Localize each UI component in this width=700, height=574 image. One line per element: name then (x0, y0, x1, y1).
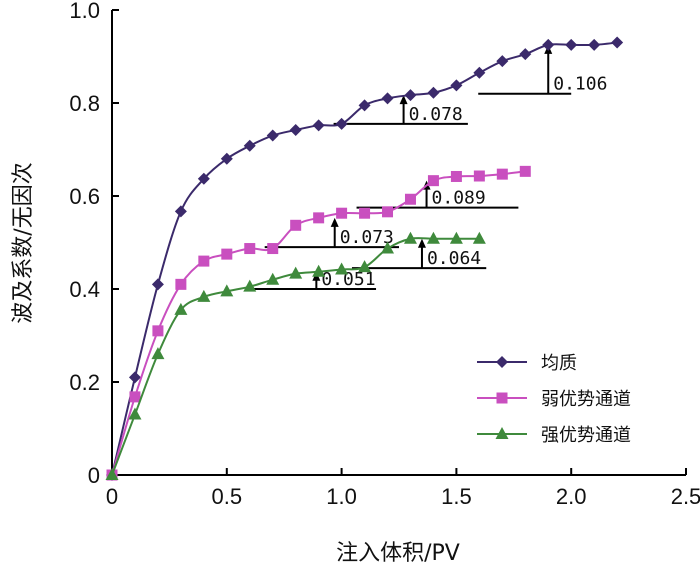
annotation-label: 0.078 (409, 104, 463, 125)
data-point (105, 468, 119, 480)
data-point (335, 262, 349, 275)
x-axis-title: 注入体积/PV (336, 541, 460, 566)
data-point (381, 241, 395, 254)
series-0 (106, 36, 624, 481)
legend-label-1: 弱优势通道 (541, 389, 631, 410)
annotation-arrowhead (330, 217, 339, 227)
data-point (175, 278, 187, 290)
annotation-label: 0.106 (553, 74, 607, 95)
data-point (588, 38, 601, 51)
data-point (312, 119, 325, 132)
y-tick-label: 0.4 (69, 277, 100, 302)
data-point (496, 168, 508, 180)
data-point (358, 260, 372, 273)
legend-label-2: 强优势通道 (541, 425, 631, 446)
data-point (450, 170, 462, 182)
data-point (427, 86, 440, 99)
data-point (289, 123, 302, 136)
series-2 (105, 231, 486, 480)
data-point (266, 272, 280, 285)
data-point (403, 231, 417, 244)
y-tick-label: 1.0 (69, 0, 100, 23)
data-point (358, 99, 371, 112)
data-point (449, 231, 463, 244)
data-point (128, 407, 142, 420)
data-point (519, 48, 532, 61)
data-point (220, 152, 233, 165)
data-point (542, 38, 555, 51)
data-point (473, 170, 485, 182)
data-point (312, 264, 326, 277)
y-tick-label: 0.2 (69, 370, 100, 395)
data-point (128, 371, 141, 384)
x-tick-label: 2.0 (556, 484, 587, 509)
data-point (174, 205, 187, 218)
data-point (335, 117, 348, 130)
series-group (105, 36, 624, 481)
data-point (473, 66, 486, 79)
series-1 (106, 165, 531, 481)
data-point (496, 55, 509, 68)
data-point (197, 289, 211, 302)
x-tick-label: 0 (106, 484, 118, 509)
y-tick-label: 0.6 (69, 184, 100, 209)
annotation-label: 0.051 (321, 269, 375, 290)
data-point (289, 266, 303, 279)
x-tick-label: 1.5 (441, 484, 472, 509)
data-point (151, 278, 164, 291)
x-tick-label: 2.5 (671, 484, 700, 509)
y-tick-label: 0 (88, 463, 100, 488)
data-point (472, 231, 486, 244)
legend-marker-2 (495, 427, 509, 439)
data-point (519, 165, 531, 177)
data-point (220, 284, 234, 297)
data-point (152, 325, 164, 337)
data-point (266, 129, 279, 142)
data-point (427, 175, 439, 187)
data-point (611, 36, 624, 49)
data-point (243, 279, 257, 292)
data-point (313, 212, 325, 224)
data-point (336, 207, 348, 219)
axes: 0 0.5 1.0 1.5 2.0 2.5 0 0.2 0.4 0.6 0.8 1.0 (69, 0, 700, 509)
data-point (267, 243, 279, 255)
data-point (221, 248, 233, 260)
annotation-arrowhead (417, 238, 426, 248)
data-point (198, 255, 210, 267)
legend-marker-0 (496, 356, 508, 368)
data-point (129, 391, 141, 403)
annotation-label: 0.073 (340, 227, 394, 248)
data-point (382, 206, 394, 218)
data-point (565, 38, 578, 51)
data-point (450, 79, 463, 92)
data-point (359, 207, 371, 219)
data-point (244, 243, 256, 255)
data-point (381, 92, 394, 105)
annotation-label: 0.089 (432, 188, 486, 209)
y-axis-title: 波及系数/无因次 (11, 162, 36, 323)
annotation-arrowhead (399, 95, 408, 105)
data-point (290, 219, 302, 231)
data-point (404, 193, 416, 205)
data-point (174, 302, 188, 315)
annotation-label: 0.064 (427, 248, 481, 269)
legend-label-0: 均质 (541, 353, 577, 374)
legend-marker-1 (496, 392, 508, 404)
data-point (426, 231, 440, 244)
y-tick-label: 0.8 (69, 91, 100, 116)
x-tick-label: 1.0 (326, 484, 357, 509)
data-point (197, 172, 210, 185)
data-point (243, 139, 256, 152)
data-point (151, 347, 165, 360)
x-tick-label: 0.5 (212, 484, 243, 509)
data-point (404, 89, 417, 102)
annotations: 0.106 0.078 0.089 0.073 0.064 0.051 (246, 44, 607, 290)
